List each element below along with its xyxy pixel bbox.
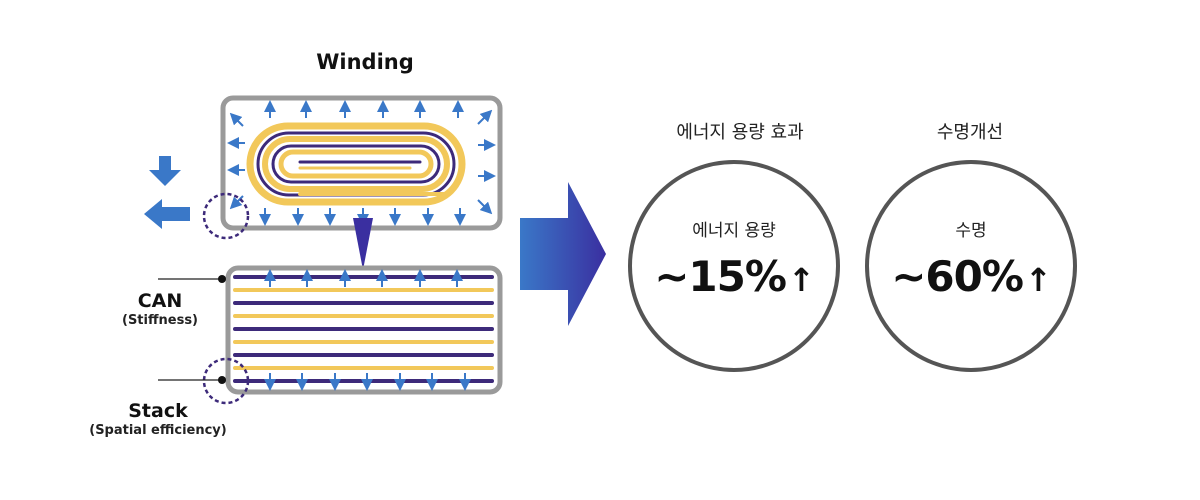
energy-capacity-caption: 에너지 용량 [692,221,776,241]
energy-capacity-heading: 에너지 용량 효과 [676,122,804,143]
transition-arrow-icon [353,218,373,270]
energy-capacity-value-row: ~15%↑ [632,252,836,301]
lifespan-value: ~60% [891,252,1024,301]
energy-capacity-circle: 에너지 용량 ~15%↑ [628,160,840,372]
compression-arrows [144,156,190,229]
can-sublabel: (Stiffness) [122,313,198,328]
energy-capacity-value: ~15% [654,252,787,301]
lifespan-circle: 수명 ~60%↑ [865,160,1077,372]
stack-cell [202,265,503,405]
lifespan-value-row: ~60%↑ [869,252,1073,301]
can-label: CAN [137,290,183,312]
stack-label: Stack [128,400,188,422]
big-right-arrow [520,182,606,326]
up-arrow-icon: ↑ [787,261,815,299]
lifespan-heading: 수명개선 [936,122,1004,143]
up-arrow-icon: ↑ [1024,261,1052,299]
winding-cell [202,95,503,240]
stack-sublabel: (Spatial efficiency) [89,423,227,438]
lifespan-caption: 수명 [955,221,987,241]
winding-title: Winding [316,50,414,74]
